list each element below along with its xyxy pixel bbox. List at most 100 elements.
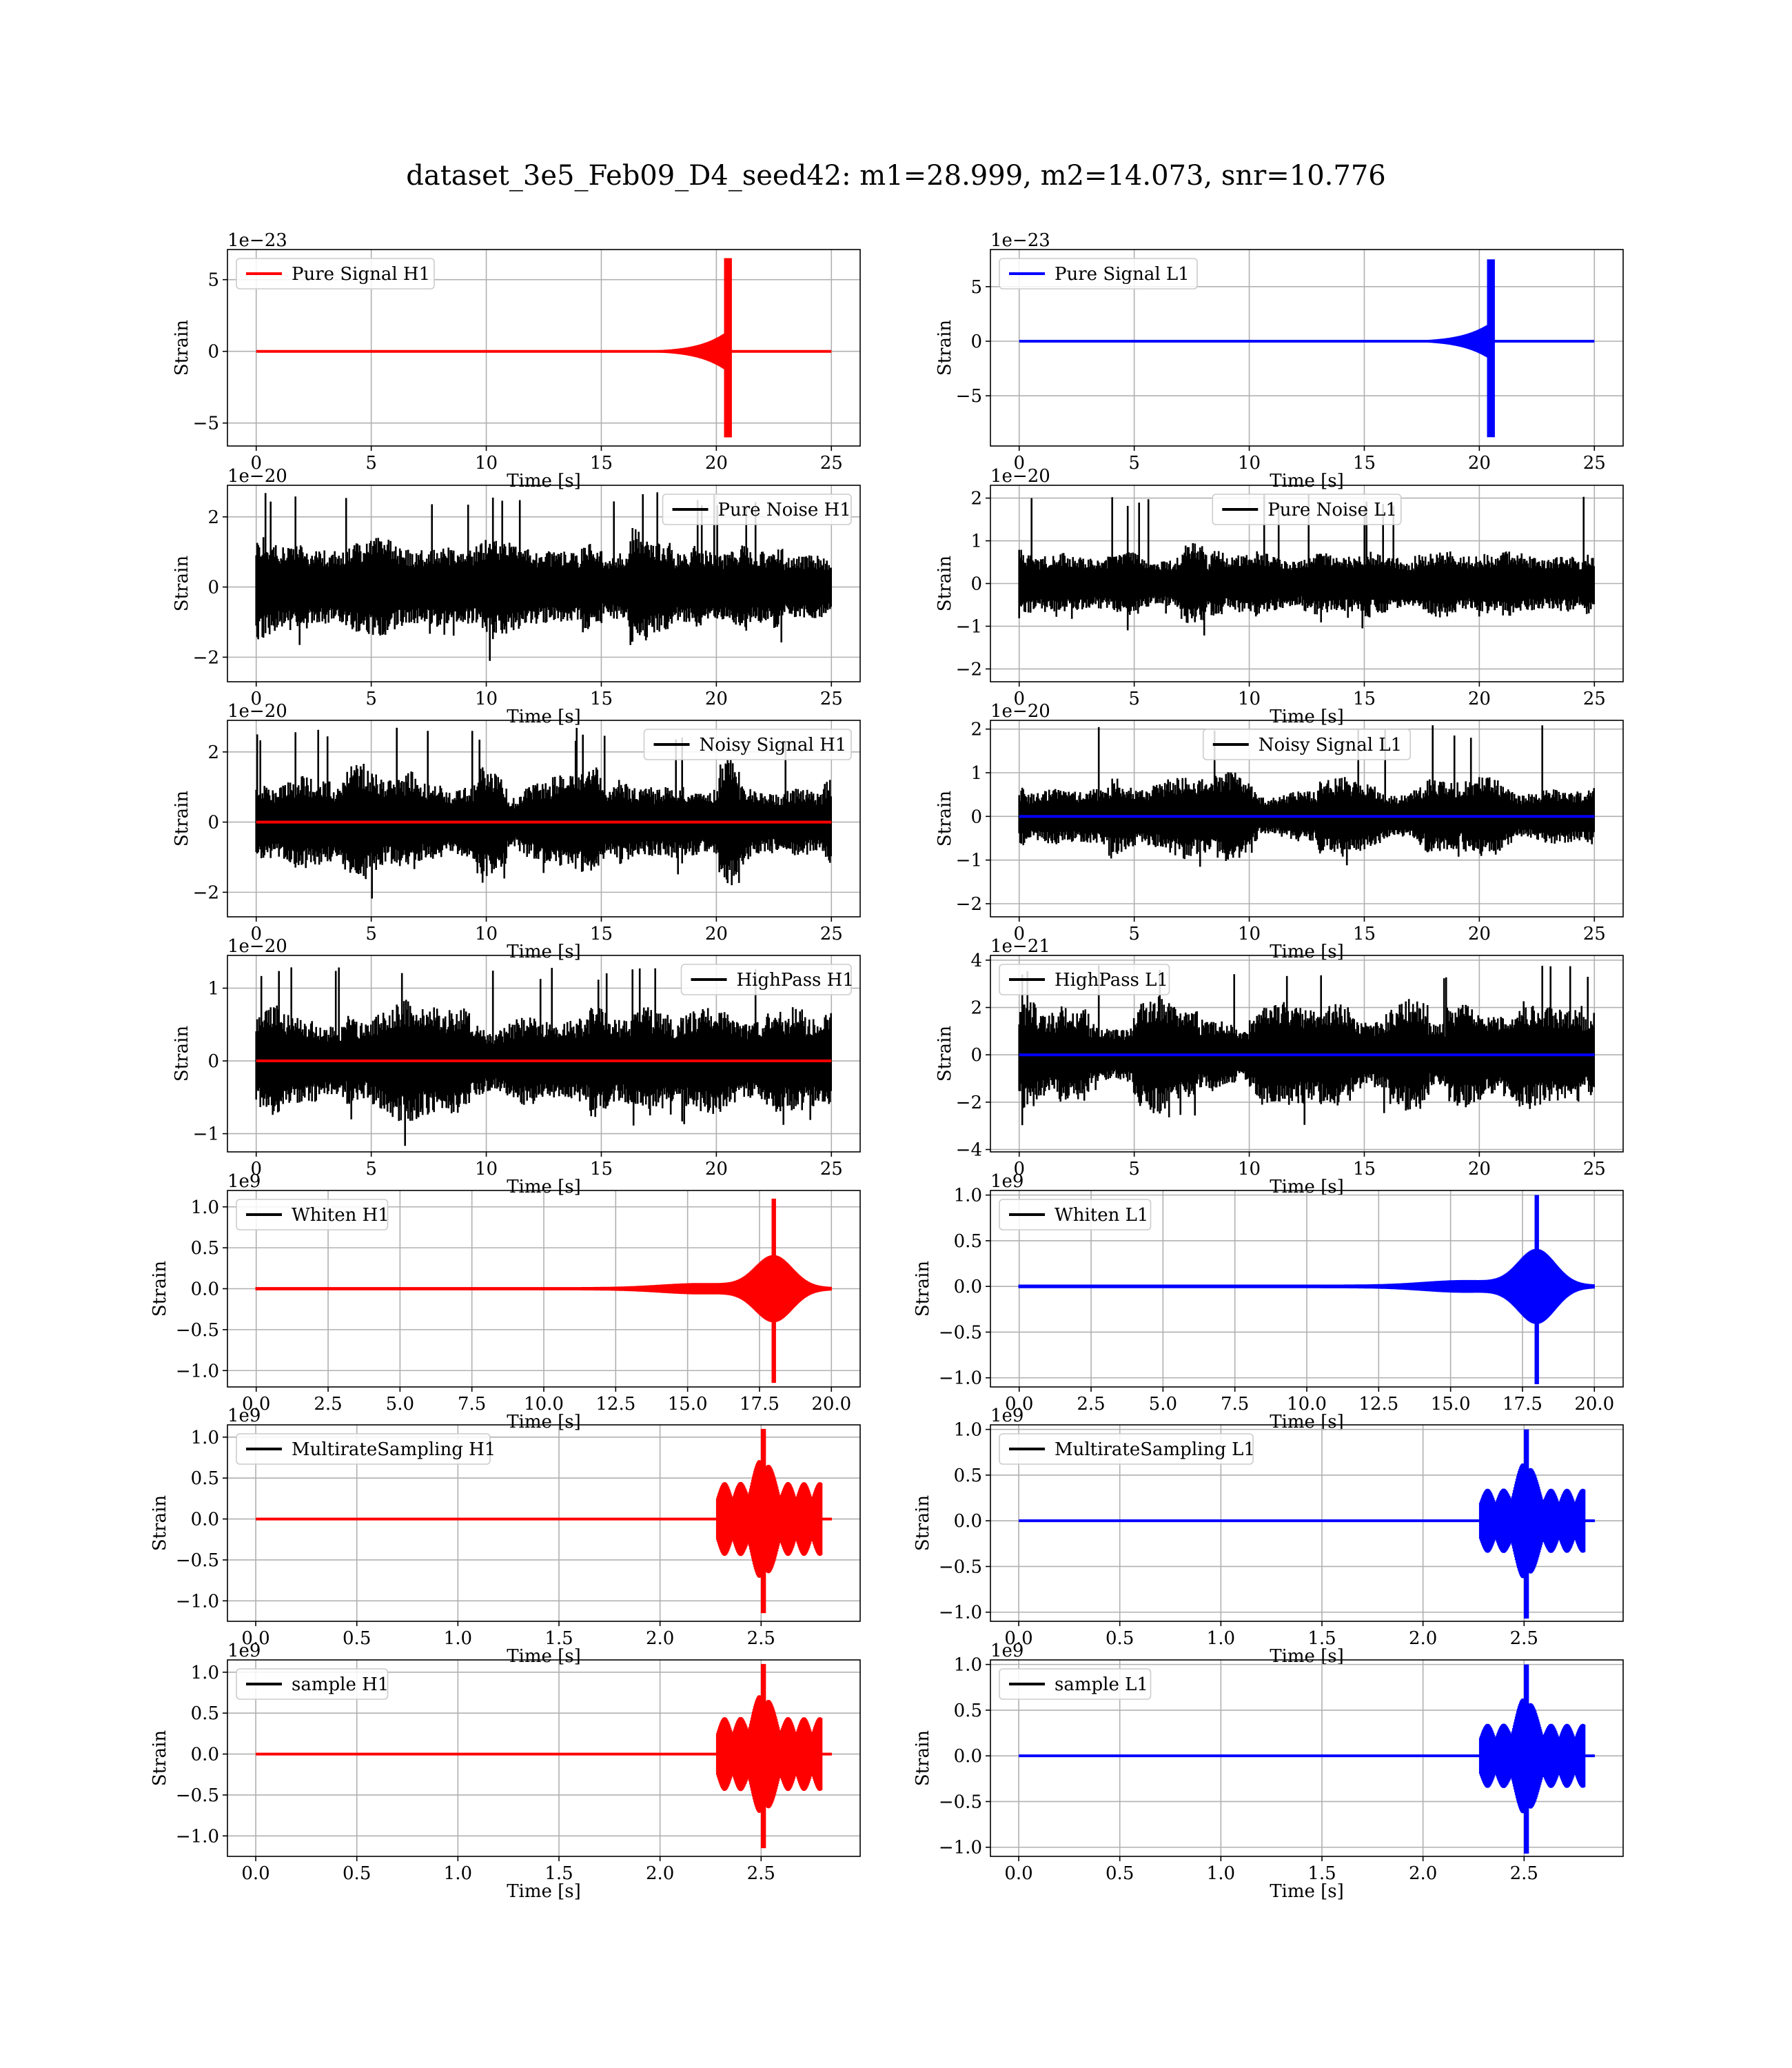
y-tick-label: −0.5 — [176, 1550, 219, 1571]
x-tick-label: 17.5 — [1503, 1394, 1542, 1415]
x-axis-label: Time [s] — [507, 1412, 581, 1432]
x-tick-label: 10 — [475, 689, 498, 709]
axes-frame — [227, 485, 861, 682]
axes-frame — [990, 1659, 1624, 1857]
x-tick-label: 10 — [1238, 924, 1261, 944]
y-tick-label: 1 — [970, 531, 982, 552]
x-tick-label: 0 — [250, 1159, 262, 1179]
series-0-trace — [715, 1663, 823, 1849]
axes-frame — [990, 955, 1624, 1153]
legend-label: Pure Noise L1 — [1267, 500, 1397, 520]
y-tick-label: 0.5 — [191, 1468, 219, 1489]
y-tick-label: 1.0 — [954, 1186, 982, 1206]
y-axis-label: Strain — [150, 1730, 170, 1787]
x-tick-label: 0.0 — [241, 1863, 269, 1884]
series-0-trace — [255, 1198, 832, 1383]
series-group — [1018, 965, 1595, 1126]
x-tick-label: 0 — [250, 453, 262, 474]
legend-label: HighPass H1 — [737, 970, 854, 991]
x-tick-label: 20 — [705, 1159, 728, 1179]
panel-6-1: 0.0 0.5 1.0 1.5 2.0 2.5 −1.0 −0.5 0.0 0.5 1.0 Strai… — [913, 1641, 1624, 1902]
x-tick-label: 25 — [1583, 924, 1606, 944]
x-tick-label: 15 — [1353, 924, 1376, 944]
x-tick-label: 1.5 — [544, 1863, 573, 1884]
x-tick-label: 0 — [250, 924, 262, 944]
legend-label: MultirateSampling H1 — [292, 1439, 496, 1460]
legend: Pure Signal L1 — [999, 258, 1198, 290]
axis-offset-text: 1e9 — [227, 1641, 261, 1661]
x-tick-label: 0.0 — [1004, 1863, 1032, 1884]
y-tick-label: 0 — [970, 807, 982, 827]
x-tick-label: 5 — [365, 924, 377, 944]
y-tick-label: −5 — [193, 414, 219, 434]
y-axis-label: Strain — [172, 791, 192, 847]
series-group — [255, 492, 832, 661]
x-tick-label: 0.0 — [1005, 1394, 1033, 1415]
x-tick-label: 2.5 — [747, 1628, 775, 1649]
series-group — [255, 727, 832, 899]
x-tick-label: 20 — [705, 924, 728, 944]
legend: MultirateSampling L1 — [999, 1433, 1255, 1465]
legend-box — [236, 1433, 491, 1465]
series-group — [1019, 1664, 1595, 1854]
y-tick-label: −2 — [956, 894, 982, 915]
x-tick-label: 0.0 — [242, 1394, 270, 1415]
legend-label: Pure Signal H1 — [292, 264, 430, 285]
x-tick-label: 0.5 — [343, 1863, 371, 1884]
x-tick-label: 10 — [1238, 689, 1261, 709]
axis-offset-text: 1e−20 — [990, 466, 1050, 487]
series-0-trace — [1018, 1195, 1595, 1384]
x-axis-label: Time [s] — [1270, 1881, 1344, 1902]
y-tick-label: 0.5 — [191, 1703, 219, 1724]
x-tick-label: 20.0 — [811, 1394, 851, 1415]
x-tick-label: 5 — [1128, 689, 1140, 709]
y-tick-label: −1.0 — [939, 1368, 982, 1389]
axis-offset-text: 1e−20 — [227, 936, 287, 957]
x-tick-label: 15 — [1353, 1159, 1376, 1179]
x-axis-label: Time [s] — [1270, 707, 1344, 727]
x-tick-label: 10 — [1238, 1159, 1261, 1179]
x-tick-label: 10 — [475, 453, 498, 474]
axis-offset-text: 1e−20 — [227, 701, 287, 722]
legend-box — [999, 1433, 1254, 1465]
x-axis-label: Time [s] — [507, 1646, 581, 1667]
legend: Whiten H1 — [236, 1199, 389, 1230]
legend: sample H1 — [236, 1668, 389, 1700]
x-tick-label: 0.5 — [343, 1628, 371, 1649]
legend: Pure Noise H1 — [662, 494, 852, 525]
y-tick-label: 1.0 — [191, 1197, 219, 1218]
x-tick-label: 2.0 — [1409, 1628, 1437, 1649]
axes-frame — [990, 249, 1624, 447]
x-tick-label: 0.0 — [1004, 1628, 1032, 1649]
y-tick-label: 0.5 — [954, 1231, 982, 1252]
x-tick-label: 15 — [1353, 453, 1376, 474]
x-axis-label: Time [s] — [507, 707, 581, 727]
y-tick-label: 4 — [970, 951, 982, 971]
legend-box — [999, 1199, 1152, 1230]
y-tick-label: 0.0 — [191, 1745, 219, 1765]
axis-offset-text: 1e−20 — [227, 466, 287, 487]
y-tick-label: 0 — [207, 578, 219, 598]
axis-offset-text: 1e9 — [990, 1641, 1024, 1661]
series-0-trace — [1018, 494, 1595, 636]
x-tick-label: 1.5 — [1307, 1863, 1336, 1884]
x-tick-label: 2.5 — [747, 1863, 775, 1884]
axis-offset-text: 1e9 — [227, 1406, 261, 1426]
y-tick-label: 1.0 — [954, 1420, 982, 1441]
y-tick-label: 1.0 — [191, 1428, 219, 1448]
x-tick-label: 2.5 — [1510, 1863, 1538, 1884]
legend-label: Pure Signal L1 — [1055, 264, 1190, 285]
y-tick-label: 1.0 — [191, 1663, 219, 1683]
legend-box — [236, 258, 435, 290]
x-tick-label: 15 — [590, 924, 613, 944]
y-axis-label: Strain — [172, 1026, 192, 1082]
series-0-trace — [255, 492, 832, 661]
panel-5-0: 0.0 0.5 1.0 1.5 2.0 2.5 −1.0 −0.5 0.0 0.5 1.0 Strai… — [150, 1406, 861, 1667]
x-tick-label: 15 — [590, 1159, 613, 1179]
x-tick-label: 0 — [250, 689, 262, 709]
x-tick-label: 20 — [1468, 453, 1491, 474]
legend-box — [999, 258, 1198, 290]
y-tick-label: 0.0 — [954, 1746, 982, 1767]
